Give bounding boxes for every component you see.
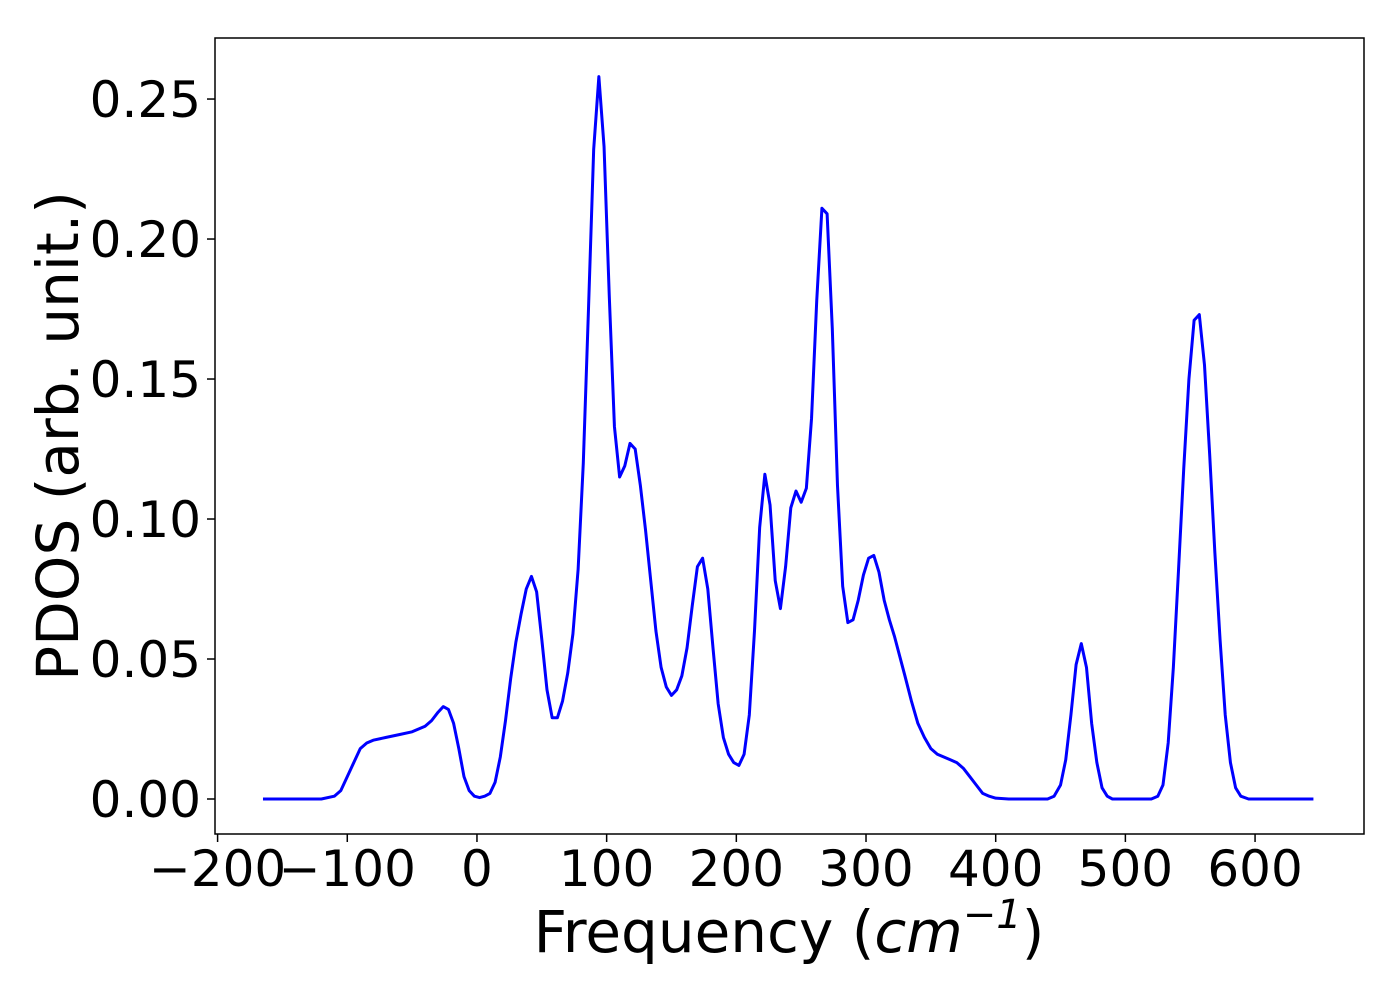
x-tick-label: −200 [149,840,286,898]
x-label-text: Frequency ( [534,898,875,966]
x-tick-label: 0 [461,840,493,898]
x-axis-label: Frequency (cm−1) [534,892,1045,966]
y-tick-label: 0.20 [90,211,201,269]
x-tick-label: −100 [279,840,416,898]
x-tick-label: 600 [1207,840,1302,898]
y-tick-label: 0.00 [90,771,201,829]
x-tick-label: 300 [818,840,913,898]
y-tick-label: 0.25 [90,71,201,129]
y-tick-label: 0.05 [90,631,201,689]
x-label-close: ) [1022,898,1045,966]
x-tick-label: 100 [559,840,654,898]
y-axis-label: PDOS (arb. unit.) [24,191,92,681]
data-line [262,75,1314,801]
x-label-math: cm [874,898,962,966]
x-label-sup: −1 [963,892,1022,938]
y-tick-label: 0.15 [90,351,201,409]
x-tick-label: 500 [1078,840,1173,898]
plot-frame [214,37,1365,835]
x-tick-label: 400 [948,840,1043,898]
y-tick-label: 0.10 [90,491,201,549]
x-tick-label: 200 [689,840,784,898]
